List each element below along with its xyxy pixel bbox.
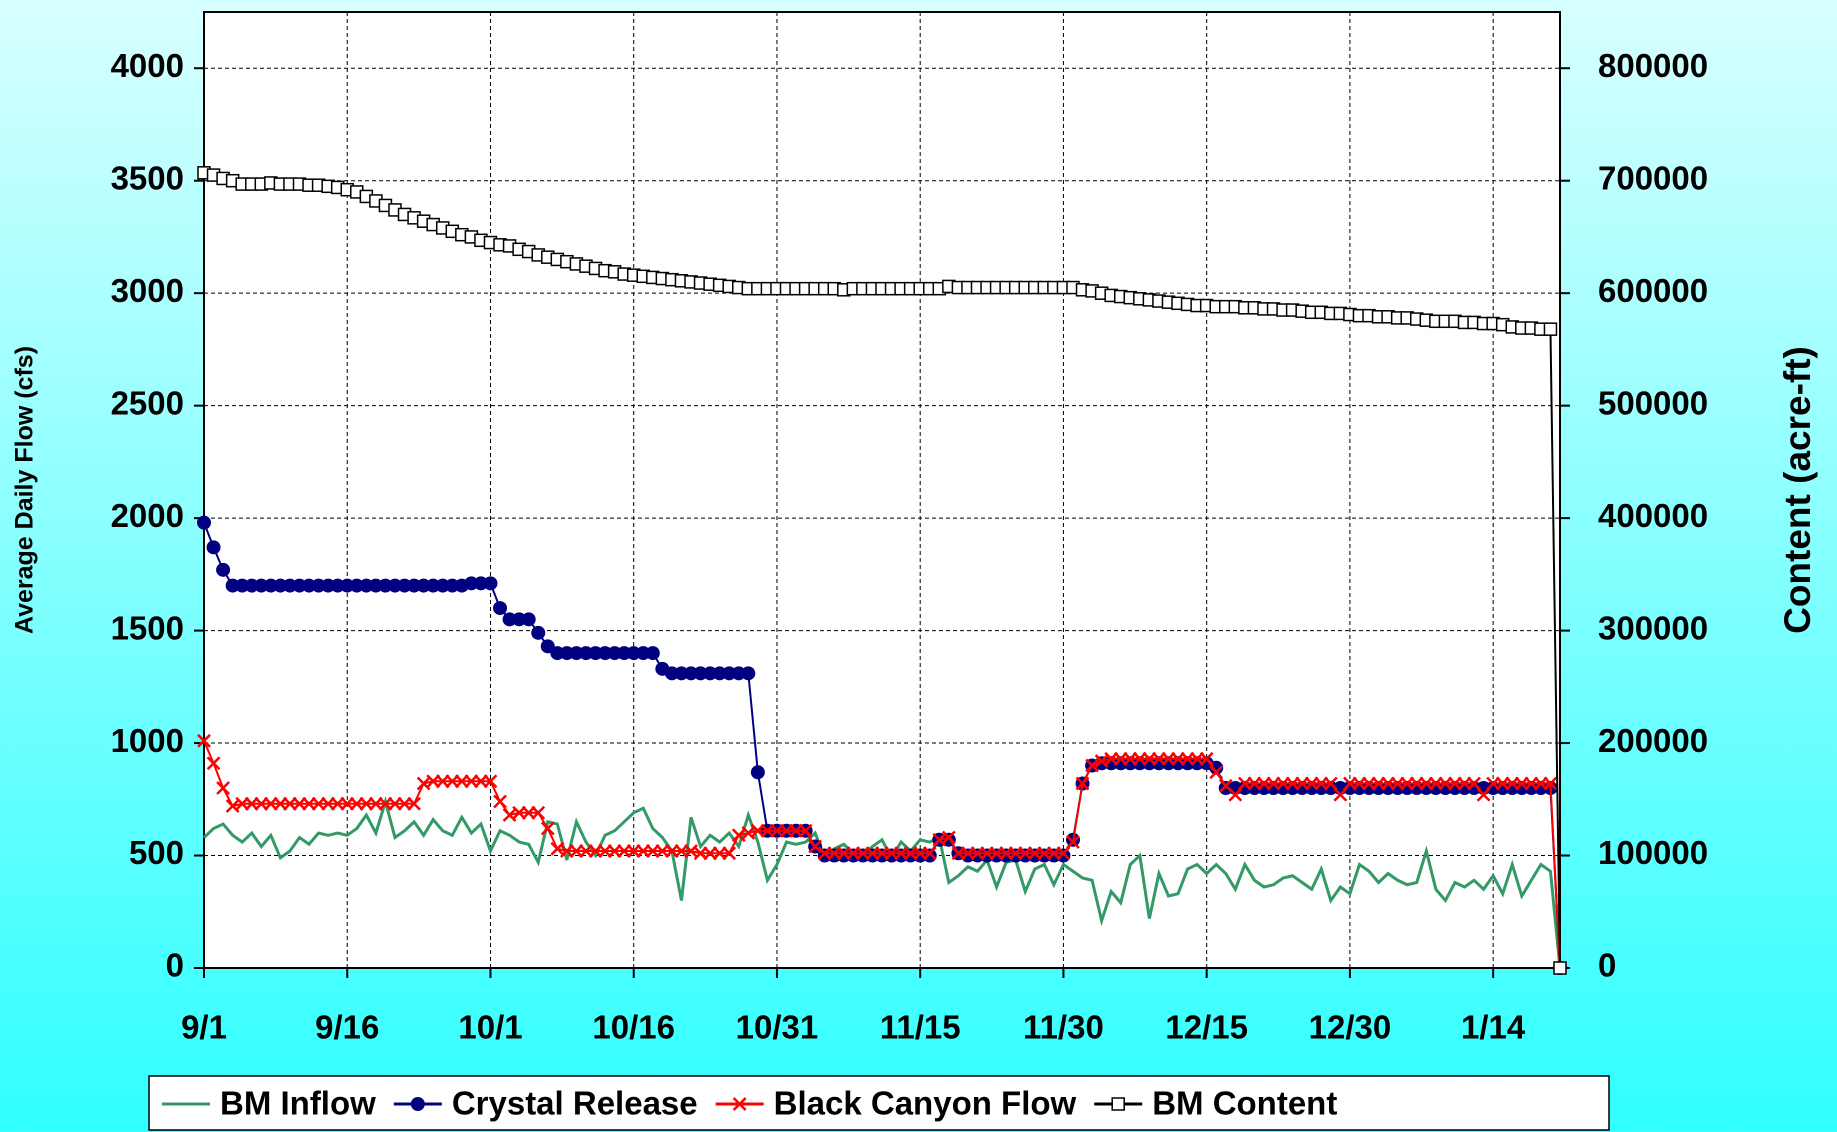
y2-tick-label: 100000 (1598, 834, 1708, 871)
y-tick-label: 500 (129, 834, 184, 871)
point (1209, 765, 1224, 780)
y-tick-label: 2000 (111, 497, 184, 534)
x-tick-label: 11/15 (880, 1009, 961, 1046)
point (645, 646, 660, 661)
point (493, 794, 507, 809)
point (493, 601, 508, 616)
x-tick-label: 11/30 (1023, 1009, 1104, 1046)
legend-label: Black Canyon Flow (774, 1085, 1077, 1122)
y-axis-label: Average Daily Flow (cfs) (11, 346, 39, 634)
point (407, 796, 421, 811)
point (521, 612, 536, 627)
point (1066, 835, 1080, 849)
x-tick-label: 9/16 (315, 1009, 379, 1046)
point (1075, 776, 1090, 791)
y-tick-label: 3500 (111, 159, 184, 196)
point (1323, 776, 1338, 791)
x-tick-label: 10/31 (736, 1009, 819, 1046)
y2-tick-label: 600000 (1598, 272, 1708, 309)
point (1553, 961, 1567, 975)
y2-tick-label: 500000 (1598, 384, 1708, 421)
series (197, 166, 1567, 975)
point (410, 1097, 425, 1111)
legend-item: BM Inflow (162, 1085, 376, 1122)
legend-label: BM Content (1152, 1085, 1337, 1122)
point (1085, 758, 1099, 773)
point (1543, 776, 1558, 791)
legend-item: BM Content (1094, 1085, 1337, 1122)
y-tick-label: 0 (166, 947, 184, 984)
plot-area (204, 12, 1560, 968)
y2-tick-label: 700000 (1598, 159, 1708, 196)
y-tick-label: 1000 (111, 722, 184, 759)
x-tick-label: 12/15 (1165, 1009, 1248, 1046)
y-tick-label: 4000 (111, 47, 184, 84)
point (531, 625, 546, 640)
x-tick-label: 10/16 (592, 1009, 675, 1046)
point (741, 666, 756, 681)
point (1199, 751, 1214, 766)
point (216, 562, 231, 577)
y2-axis-label: Content (acre-ft) (1777, 346, 1818, 634)
legend-item: Crystal Release (393, 1085, 698, 1122)
point (798, 823, 813, 838)
point (808, 839, 823, 854)
point (732, 1097, 747, 1111)
y-tick-label: 1500 (111, 609, 184, 646)
point (750, 765, 765, 780)
series-line (202, 796, 1562, 969)
point (1543, 322, 1558, 336)
point (1228, 787, 1243, 802)
x-tick-label: 12/30 (1309, 1009, 1392, 1046)
point (722, 846, 737, 861)
series (197, 733, 1567, 975)
x-tick-label: 10/1 (458, 1009, 522, 1046)
point (1333, 787, 1348, 802)
y-tick-label: 2500 (111, 384, 184, 421)
point (197, 733, 211, 748)
point (941, 830, 956, 845)
point (1111, 1097, 1125, 1111)
point (483, 576, 498, 591)
y2-tick-label: 400000 (1598, 497, 1708, 534)
legend-item: Black Canyon Flow (715, 1085, 1077, 1122)
point (1056, 848, 1071, 863)
legend-label: BM Inflow (220, 1085, 376, 1122)
y2-tick-label: 300000 (1598, 609, 1708, 646)
y2-tick-label: 800000 (1598, 47, 1708, 84)
point (922, 846, 937, 861)
point (1476, 787, 1491, 802)
point (531, 805, 546, 820)
legend-label: Crystal Release (452, 1085, 698, 1122)
point (922, 848, 937, 863)
point (1467, 776, 1481, 791)
point (197, 515, 211, 530)
point (206, 756, 221, 771)
plot-border (203, 11, 1561, 969)
x-tick-label: 1/14 (1461, 1009, 1526, 1046)
y-tick-label: 3000 (111, 272, 184, 309)
point (216, 781, 230, 795)
y2-tick-label: 0 (1598, 947, 1616, 984)
x-tick-label: 9/1 (181, 1009, 227, 1046)
point (206, 540, 221, 555)
series (202, 796, 1562, 969)
point (483, 774, 498, 789)
point (1056, 846, 1071, 861)
legend-box (148, 1075, 1610, 1131)
point (540, 821, 555, 836)
y2-tick-label: 200000 (1598, 722, 1708, 759)
